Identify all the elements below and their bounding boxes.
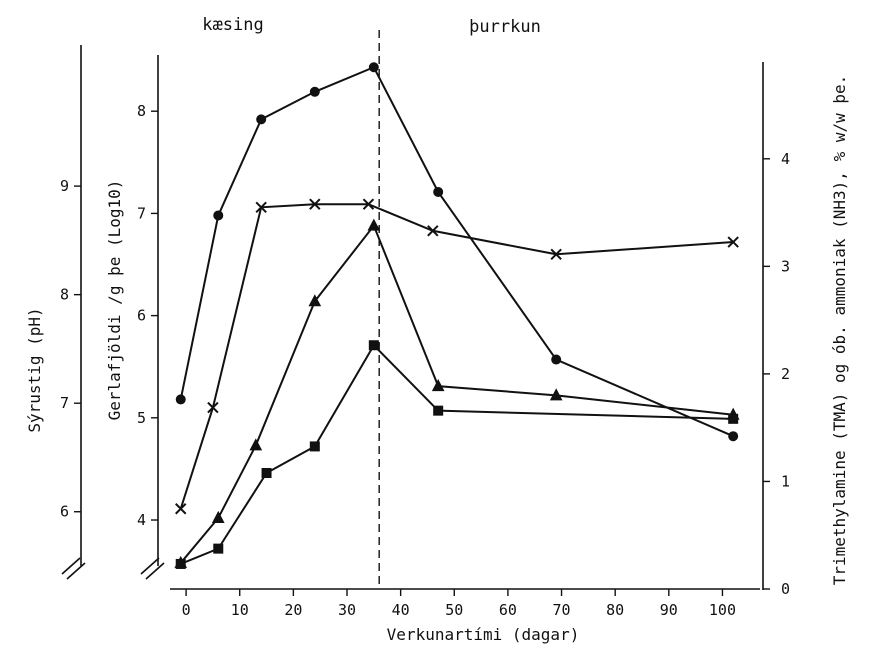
- x-tick-label: 20: [284, 601, 302, 619]
- data-point-circle: [728, 431, 739, 442]
- x-axis-title: Verkunartími (dagar): [387, 625, 580, 644]
- x-tick-label: 40: [392, 601, 410, 619]
- data-point-square: [728, 413, 739, 424]
- series-line-triangle: [179, 223, 734, 564]
- data-point-triangle: [308, 294, 322, 307]
- chem-tick-label: 0: [781, 580, 790, 598]
- chemical-axis-title: Trimethylamine (TMA) og ób. ammoniak (NH…: [830, 75, 849, 586]
- data-point-circle: [433, 186, 444, 197]
- data-point-cross: [550, 248, 562, 260]
- x-tick-label: 60: [499, 601, 517, 619]
- data-point-cross: [309, 198, 321, 210]
- phase-label-kaesing: kæsing: [202, 15, 263, 35]
- data-point-circle: [368, 62, 379, 73]
- series-line-square: [180, 343, 734, 565]
- ph-axis-title: Sýrustig (pH): [25, 307, 44, 432]
- data-point-cross: [427, 225, 439, 237]
- x-tick-label: 80: [606, 601, 624, 619]
- x-tick-label: 70: [553, 601, 571, 619]
- chem-tick-label: 1: [781, 472, 790, 490]
- data-point-square: [261, 467, 272, 478]
- data-point-circle: [175, 394, 186, 405]
- data-point-cross: [727, 236, 739, 248]
- data-point-circle: [256, 114, 267, 125]
- chem-tick-label: 2: [781, 365, 790, 383]
- data-point-triangle: [367, 218, 381, 231]
- bacteria-axis-break: [140, 557, 165, 580]
- data-point-square: [433, 405, 444, 416]
- data-point-circle: [213, 210, 224, 221]
- phase-label-thurrkun: þurrkun: [469, 17, 541, 37]
- x-tick-label: 100: [709, 601, 736, 619]
- ph-tick-label: 7: [60, 394, 69, 412]
- bact-tick-label: 7: [137, 204, 146, 222]
- x-tick-label: 10: [231, 601, 249, 619]
- bact-tick-label: 6: [137, 307, 146, 325]
- chem-tick-label: 3: [781, 257, 790, 275]
- data-point-square: [368, 340, 379, 351]
- data-point-cross: [175, 503, 187, 515]
- data-point-circle: [309, 86, 320, 97]
- ph-tick-label: 8: [60, 286, 69, 304]
- series-line-circle: [179, 65, 734, 438]
- data-point-square: [213, 543, 224, 554]
- bact-tick-label: 4: [137, 511, 146, 529]
- ph-axis-break: [61, 557, 86, 580]
- data-point-square: [309, 441, 320, 452]
- series-line-cross: [179, 203, 734, 510]
- data-point-circle: [551, 354, 562, 365]
- x-tick-label: 30: [338, 601, 356, 619]
- data-point-triangle: [249, 438, 263, 451]
- bacteria-axis-title: Gerlafjöldi /g þe (Log10): [105, 180, 124, 421]
- data-point-cross: [255, 201, 267, 213]
- x-tick-label: 90: [660, 601, 678, 619]
- bact-tick-label: 5: [137, 409, 146, 427]
- data-point-triangle: [211, 510, 225, 523]
- data-point-triangle: [549, 388, 563, 401]
- x-tick-label: 0: [182, 601, 191, 619]
- chem-tick-label: 4: [781, 150, 790, 168]
- data-point-cross: [207, 401, 219, 414]
- ph-tick-label: 9: [60, 177, 69, 195]
- data-point-square: [175, 558, 186, 569]
- data-point-cross: [362, 198, 375, 210]
- bact-tick-label: 8: [137, 102, 146, 120]
- data-point-triangle: [431, 379, 445, 392]
- x-tick-label: 50: [445, 601, 463, 619]
- ph-tick-label: 6: [60, 503, 69, 521]
